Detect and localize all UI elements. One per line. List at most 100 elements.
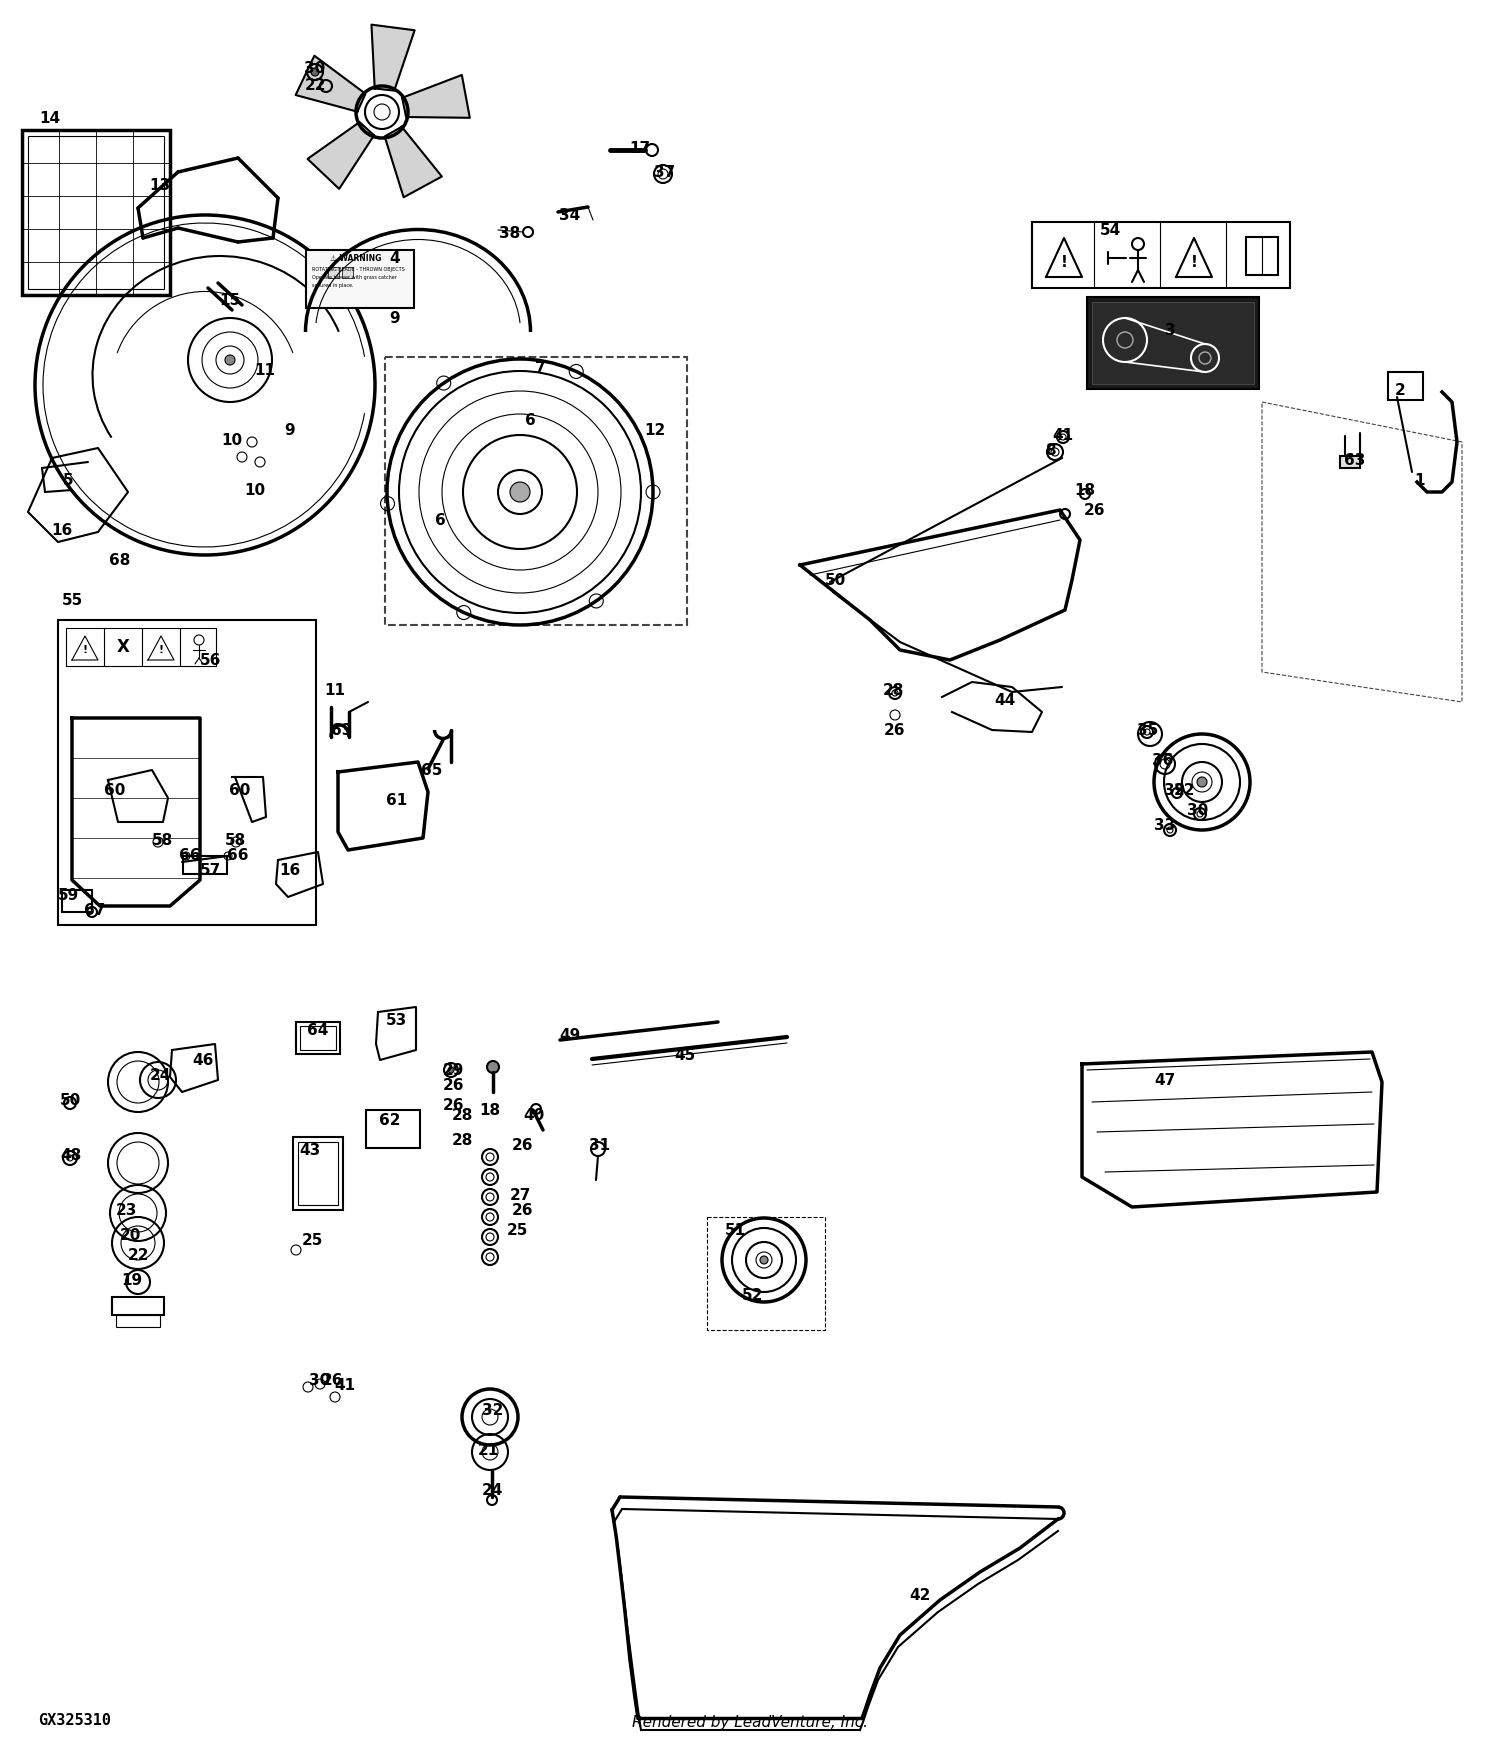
Text: 27: 27 [510,1188,531,1202]
Text: 23: 23 [116,1202,136,1218]
Bar [342,268,352,278]
Text: 30: 30 [304,61,326,75]
Text: 31: 31 [590,1138,610,1153]
Text: 62: 62 [380,1113,400,1127]
Polygon shape [372,24,414,91]
Text: !: ! [159,646,164,654]
Bar [1092,303,1254,383]
Text: 44: 44 [994,693,1016,707]
Text: 52: 52 [742,1288,764,1302]
Text: 17: 17 [630,140,651,156]
Bar [306,250,414,308]
Text: 21: 21 [477,1442,498,1458]
Text: 26: 26 [321,1372,344,1388]
Text: 18: 18 [480,1102,501,1118]
Text: 24: 24 [482,1482,502,1498]
Bar [183,856,226,873]
Text: 26: 26 [1084,502,1106,518]
Text: 19: 19 [122,1272,142,1288]
Text: 41: 41 [1053,427,1074,443]
Text: 11: 11 [255,362,276,378]
Bar [1088,298,1258,388]
Bar [296,1022,340,1054]
Bar [366,1110,420,1148]
Text: !: ! [1060,254,1068,270]
Text: 38: 38 [500,226,520,240]
Text: !: ! [82,646,87,654]
Text: 36: 36 [1152,752,1173,768]
Text: 35: 35 [1137,723,1158,737]
Bar [328,268,339,278]
Text: 63: 63 [1344,453,1365,467]
Text: 26: 26 [884,723,906,737]
Circle shape [1197,777,1208,788]
Text: 13: 13 [150,177,171,192]
Bar [66,628,216,667]
Text: 55: 55 [62,593,82,607]
Text: 28: 28 [882,682,903,698]
Polygon shape [308,123,374,189]
Text: ROTATING BLADE - THROWN OBJECTS: ROTATING BLADE - THROWN OBJECTS [312,268,405,271]
Text: 48: 48 [60,1148,81,1162]
Polygon shape [384,126,442,198]
Text: 2: 2 [1395,383,1406,397]
Text: GX325310: GX325310 [38,1713,111,1727]
Circle shape [448,1068,454,1073]
Text: 9: 9 [285,422,296,438]
Text: 20: 20 [120,1227,141,1242]
Text: Rendered by LeadVenture, Inc.: Rendered by LeadVenture, Inc. [632,1715,868,1729]
Bar [1032,222,1290,289]
Text: 25: 25 [302,1232,322,1248]
Text: 33: 33 [1155,817,1176,833]
Text: 63: 63 [332,723,352,737]
Text: 22: 22 [1174,782,1196,798]
Bar [62,891,92,912]
Polygon shape [1176,238,1212,276]
Circle shape [310,68,320,75]
Text: 34: 34 [560,208,580,222]
Text: 64: 64 [308,1022,328,1038]
Text: 26: 26 [442,1097,464,1113]
Polygon shape [1046,238,1082,276]
Text: 32: 32 [483,1402,504,1418]
Circle shape [225,355,236,366]
Bar [386,357,687,625]
Polygon shape [402,75,470,117]
Text: 7: 7 [534,360,546,376]
Circle shape [510,481,530,502]
Text: 66: 66 [228,847,249,863]
Text: 29: 29 [442,1062,464,1078]
Text: 1: 1 [1414,473,1425,488]
Text: secured in place.: secured in place. [312,284,354,289]
Text: 12: 12 [645,422,666,438]
Text: 57: 57 [200,863,220,877]
Text: 50: 50 [825,572,846,588]
Text: 30: 30 [1188,803,1209,817]
Text: 28: 28 [452,1132,472,1148]
Text: 25: 25 [507,1223,528,1237]
Bar [116,1314,160,1326]
Text: 3: 3 [1164,322,1176,338]
Text: 37: 37 [654,164,675,180]
Text: 10: 10 [244,483,266,497]
Text: 60: 60 [230,782,251,798]
Text: 65: 65 [422,763,442,777]
Bar [1388,373,1423,401]
Bar [298,1143,338,1206]
Bar [22,130,170,296]
Text: 49: 49 [560,1027,580,1043]
Polygon shape [72,635,98,660]
Text: 60: 60 [105,782,126,798]
Text: 9: 9 [390,310,400,326]
Text: 45: 45 [675,1048,696,1062]
Text: ⚠ WARNING: ⚠ WARNING [330,254,381,262]
Text: 50: 50 [60,1092,81,1108]
Text: 58: 58 [225,833,246,847]
Text: 28: 28 [452,1108,472,1122]
Text: 18: 18 [1074,483,1095,497]
Text: 22: 22 [128,1248,148,1262]
Bar [292,1138,344,1209]
Bar [112,1297,164,1314]
Text: 6: 6 [435,513,445,527]
Text: 58: 58 [152,833,172,847]
